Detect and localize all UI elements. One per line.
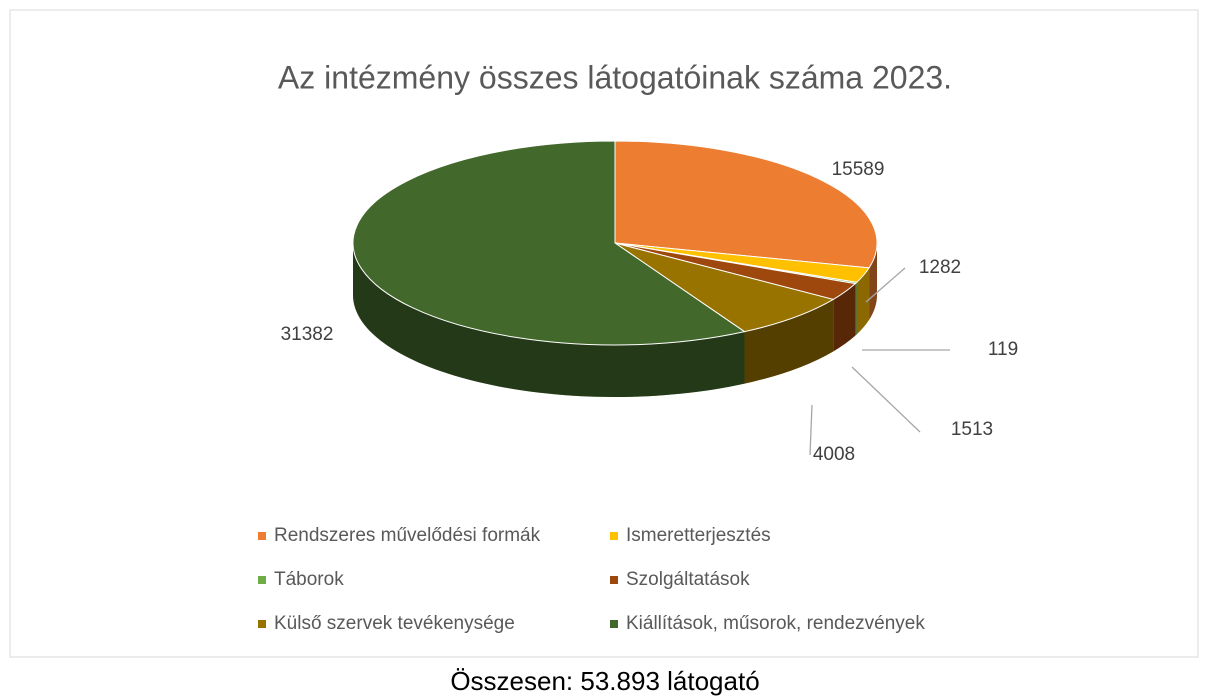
legend-label: Külső szervek tevékenysége xyxy=(274,613,515,634)
legend-label: Szolgáltatások xyxy=(626,569,750,590)
data-label: 31382 xyxy=(281,324,334,345)
legend-label: Rendszeres művelődési formák xyxy=(274,525,541,546)
slice-side xyxy=(353,243,745,398)
chart-title: Az intézmény összes látogatóinak száma 2… xyxy=(278,59,952,95)
legend-label: Kiállítások, műsorok, rendezvények xyxy=(626,613,925,634)
data-label: 1513 xyxy=(951,419,993,440)
legend-label: Ismeretterjesztés xyxy=(626,525,771,546)
legend-swatch xyxy=(258,576,266,584)
legend-swatch xyxy=(610,532,618,540)
leader-line xyxy=(865,267,906,303)
legend-label: Táborok xyxy=(274,569,344,590)
slice-side xyxy=(833,283,856,352)
slice-side-shade xyxy=(855,282,857,336)
data-label: 1282 xyxy=(919,257,961,278)
slice xyxy=(614,140,878,269)
data-label: 15589 xyxy=(832,159,885,180)
legend-swatch xyxy=(258,620,266,628)
data-label: 119 xyxy=(988,339,1018,360)
legend-swatch xyxy=(610,620,618,628)
slice-side xyxy=(855,282,857,336)
caption: Összesen: 53.893 látogató xyxy=(450,666,759,696)
legend-swatch xyxy=(258,532,266,540)
leader-line xyxy=(809,404,813,456)
slice-side-shade xyxy=(833,283,856,352)
slice-side-shade xyxy=(869,243,877,320)
leader-line xyxy=(851,366,921,433)
slice-side xyxy=(856,267,870,335)
slice-side xyxy=(744,299,834,384)
slice-side-shade xyxy=(744,299,834,384)
data-label: 4008 xyxy=(813,444,855,465)
slice xyxy=(352,140,746,346)
slice-side-shade xyxy=(856,267,870,335)
slice xyxy=(614,242,835,333)
slice-side-shade xyxy=(353,243,745,398)
slice-side xyxy=(869,243,877,320)
legend-swatch xyxy=(610,576,618,584)
